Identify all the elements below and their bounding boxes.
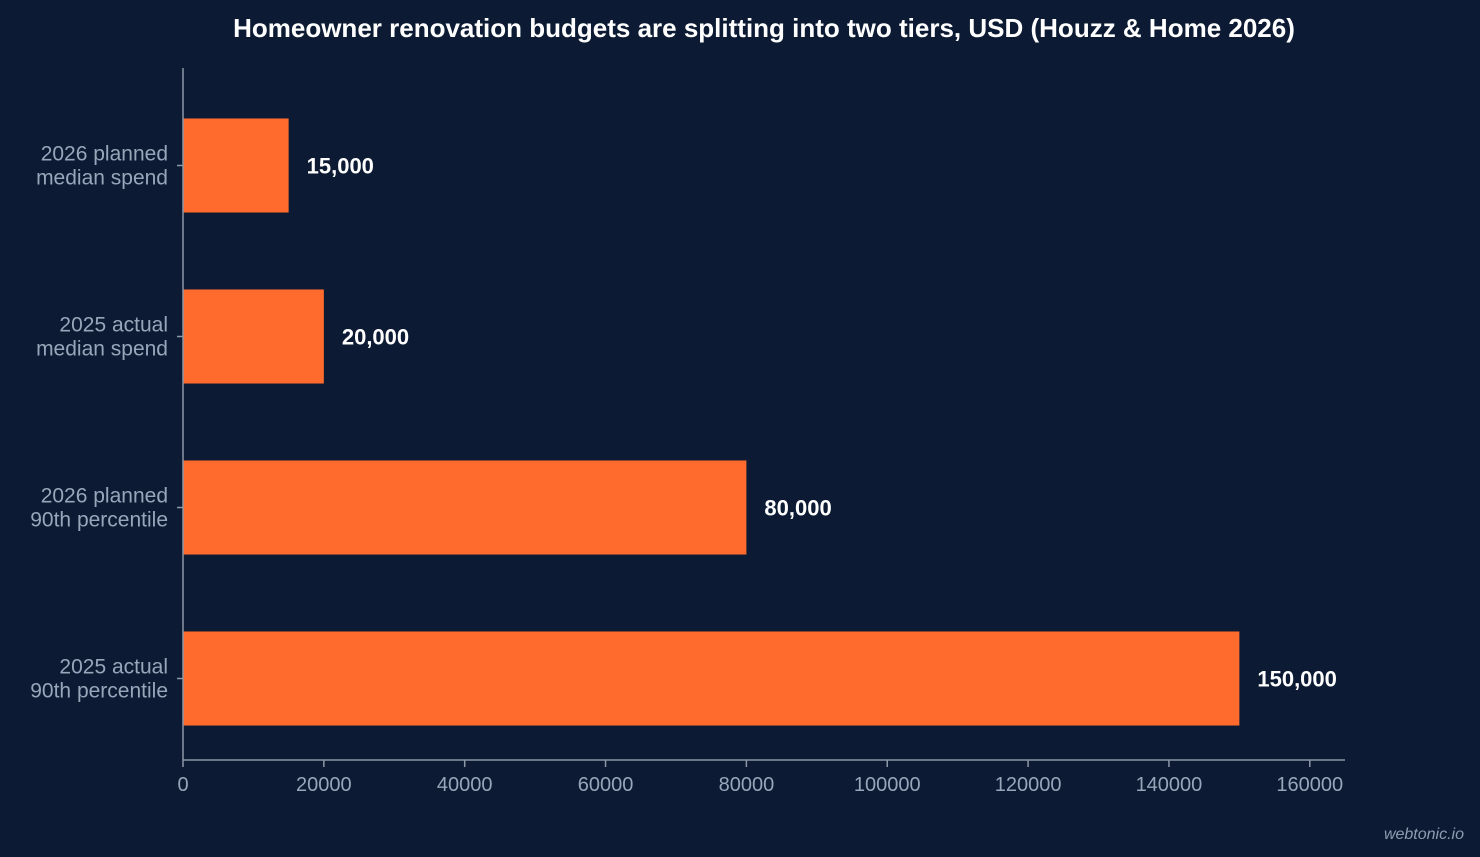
x-tick-label-8: 140000 [1136, 774, 1203, 796]
x-tick-label-2: 20000 [296, 774, 352, 796]
category-label-4-line-1: 2025 actual [59, 656, 168, 679]
x-tick-label-1: 0 [177, 774, 188, 796]
data-label-1: 15,000 [307, 154, 374, 179]
x-tick-label-7: 120000 [995, 774, 1062, 796]
bar-1 [183, 118, 289, 213]
data-label-3: 80,000 [764, 496, 831, 521]
data-label-2: 20,000 [342, 325, 409, 350]
x-axis: 0 20000 40000 60000 80000 100000 120000 140000 1… [177, 759, 1345, 796]
bar-2 [183, 289, 324, 384]
category-label-2-line-2: median spend [36, 338, 168, 361]
watermark-text: webtonic.io [1384, 826, 1464, 843]
category-label-3-line-2: 90th percentile [30, 509, 168, 532]
x-tick-label-3: 40000 [437, 774, 493, 796]
x-tick-label-5: 80000 [719, 774, 775, 796]
bar-4 [183, 631, 1240, 726]
bar-series: 15,000 20,000 80,000 150,000 [183, 118, 1337, 726]
x-tick-label-9: 160000 [1276, 774, 1343, 796]
data-label-4: 150,000 [1257, 667, 1337, 692]
category-label-1-line-1: 2026 planned [41, 143, 168, 166]
x-tick-label-4: 60000 [578, 774, 634, 796]
bar-3 [183, 460, 747, 555]
category-label-1-line-2: median spend [36, 167, 168, 190]
category-label-2-line-1: 2025 actual [59, 314, 168, 337]
x-tick-label-6: 100000 [854, 774, 921, 796]
category-label-4-line-2: 90th percentile [30, 680, 168, 703]
category-label-3-line-1: 2026 planned [41, 485, 168, 508]
chart-title: Homeowner renovation budgets are splitti… [233, 13, 1295, 43]
